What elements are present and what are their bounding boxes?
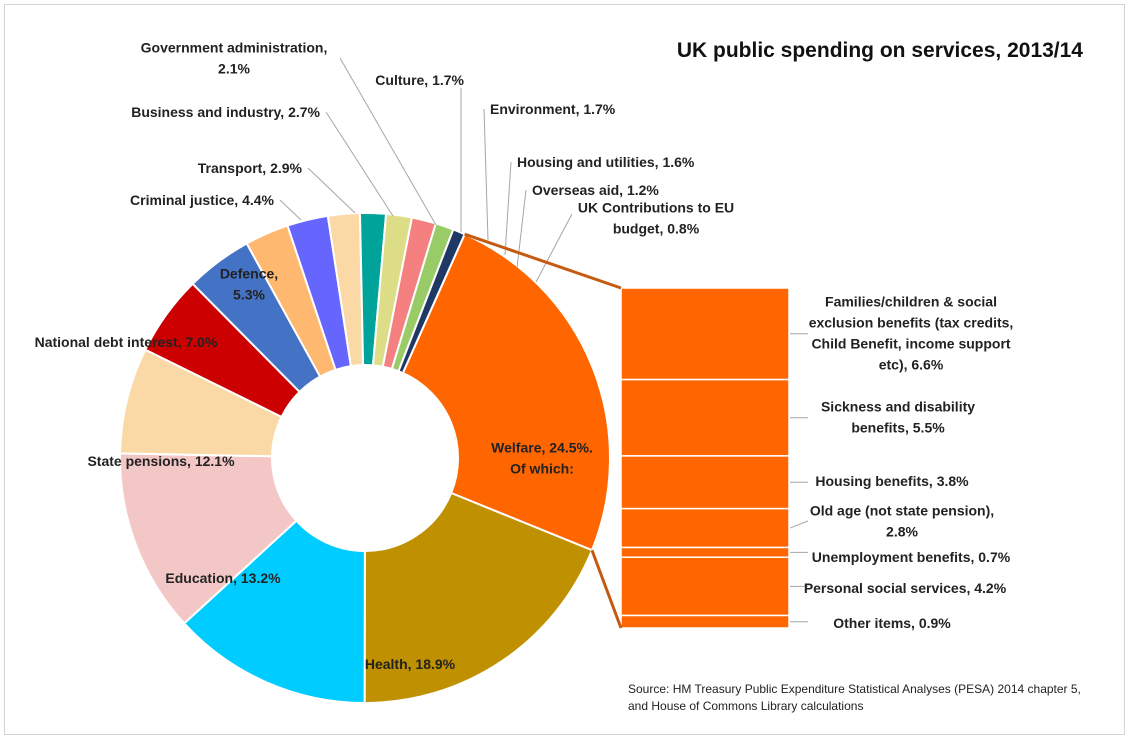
breakdown-old-age-not-state-pension bbox=[620, 507, 790, 549]
slice-education bbox=[182, 519, 366, 705]
label-other-items: Other items, 0.9% bbox=[833, 615, 951, 631]
label-state-pensions: State pensions, 12.1% bbox=[87, 453, 235, 469]
breakdown-unemployment-benefits bbox=[620, 546, 790, 558]
label-health: Health, 18.9% bbox=[365, 656, 456, 672]
label-families-children-social-exclusion-benefits: Families/children & social exclusion bene… bbox=[809, 294, 1014, 373]
connector-bottom bbox=[590, 549, 623, 629]
leader-line-uk-contributions-to-eu-budget bbox=[535, 213, 573, 283]
label-overseas-aid: Overseas aid, 1.2% bbox=[532, 182, 659, 198]
welfare-breakdown-bar bbox=[620, 287, 790, 629]
label-culture: Culture, 1.7% bbox=[375, 72, 464, 88]
data-labels: Welfare, 24.5%. Of which: Health, 18.9% Edu… bbox=[35, 40, 1014, 673]
leader-line-business-and-industry bbox=[325, 111, 394, 217]
breakdown-housing-benefits bbox=[620, 455, 790, 510]
label-business-and-industry: Business and industry, 2.7% bbox=[131, 104, 320, 120]
leader-line-old-age-not-state-pension bbox=[789, 520, 809, 529]
label-housing-benefits: Housing benefits, 3.8% bbox=[815, 473, 969, 489]
breakdown-personal-social-services bbox=[620, 556, 790, 617]
label-national-debt-interest: National debt interest, 7.0% bbox=[35, 334, 218, 350]
leader-line-government-administration bbox=[339, 57, 437, 226]
label-education: Education, 13.2% bbox=[165, 570, 281, 586]
slice-uk-contributions-to-eu-budget bbox=[397, 228, 466, 375]
label-transport: Transport, 2.9% bbox=[198, 160, 303, 176]
breakdown-families-children-social-exclusion-benefits bbox=[620, 287, 790, 381]
label-government-administration: Government administration, 2.1% bbox=[141, 40, 328, 77]
leader-line-environment bbox=[483, 108, 489, 241]
breakdown-other-items bbox=[620, 614, 790, 629]
slice-state-pensions bbox=[119, 452, 298, 625]
label-unemployment-benefits: Unemployment benefits, 0.7% bbox=[812, 549, 1011, 565]
source-line-2: and House of Commons Library calculation… bbox=[628, 699, 863, 713]
leader-line-transport bbox=[307, 167, 356, 214]
leader-line-overseas-aid bbox=[516, 189, 527, 269]
label-defence: Defence, 5.3% bbox=[220, 266, 278, 303]
breakdown-sickness-and-disability-benefits bbox=[620, 378, 790, 457]
label-uk-contributions-to-eu-budget: UK Contributions to EU budget, 0.8% bbox=[578, 200, 734, 237]
leader-lines bbox=[279, 57, 809, 629]
label-old-age-not-state-pension: Old age (not state pension), 2.8% bbox=[810, 503, 994, 540]
label-welfare: Welfare, 24.5%. Of which: bbox=[491, 440, 593, 477]
donut-slices bbox=[119, 212, 611, 705]
label-environment: Environment, 1.7% bbox=[490, 101, 616, 117]
leader-line-housing-and-utilities bbox=[504, 161, 512, 256]
label-personal-social-services: Personal social services, 4.2% bbox=[804, 580, 1007, 596]
slice-welfare bbox=[401, 232, 611, 552]
slice-health bbox=[363, 491, 594, 705]
label-housing-and-utilities: Housing and utilities, 1.6% bbox=[517, 154, 695, 170]
connector-top bbox=[464, 232, 622, 290]
leader-line-criminal-justice bbox=[279, 199, 302, 221]
label-sickness-and-disability-benefits: Sickness and disability benefits, 5.5% bbox=[821, 399, 975, 436]
label-criminal-justice: Criminal justice, 4.4% bbox=[130, 192, 274, 208]
chart-title: UK public spending on services, 2013/14 bbox=[677, 39, 1083, 62]
source-line-1: Source: HM Treasury Public Expenditure S… bbox=[628, 682, 1081, 696]
